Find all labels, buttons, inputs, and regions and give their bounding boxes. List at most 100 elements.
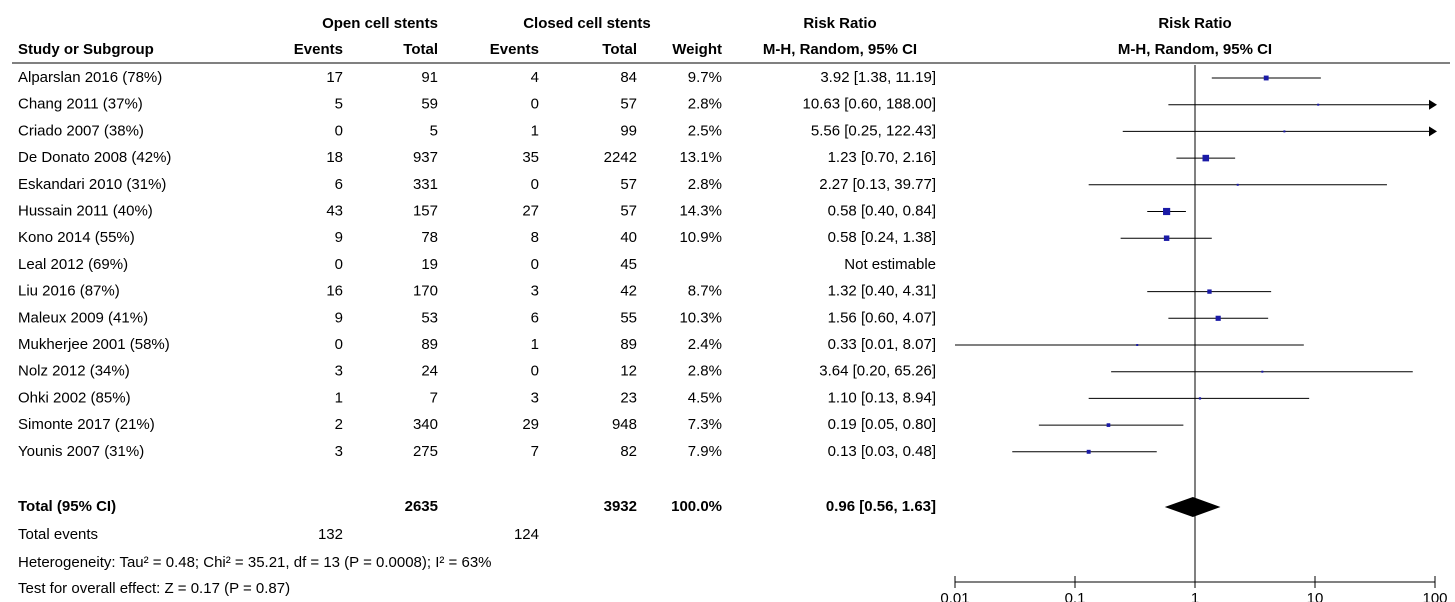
- cell: 84: [620, 69, 637, 86]
- column-header: Total: [602, 41, 637, 58]
- cell: 340: [413, 416, 438, 433]
- effect-marker: [1086, 449, 1091, 454]
- cell: 2.8%: [688, 176, 722, 193]
- x-tick-label: 1: [1191, 590, 1199, 602]
- cell: 42: [620, 283, 637, 300]
- x-tick-label: 0.1: [1065, 590, 1086, 602]
- x-tick-label: 100: [1422, 590, 1447, 602]
- group-header: Closed cell stents: [523, 15, 651, 32]
- summary-diamond: [1164, 497, 1221, 517]
- cell: 1: [531, 336, 539, 353]
- cell: 0: [335, 122, 343, 139]
- cell: 13.1%: [679, 149, 722, 166]
- cell: 0.33 [0.01, 8.07]: [828, 336, 936, 353]
- cell: 1.23 [0.70, 2.16]: [828, 149, 936, 166]
- cell: 3.64 [0.20, 65.26]: [819, 363, 936, 380]
- cell: 0: [531, 96, 539, 113]
- effect-marker: [1163, 207, 1171, 216]
- cell: 2.8%: [688, 363, 722, 380]
- effect-marker: [1283, 130, 1286, 133]
- cell: 100.0%: [671, 498, 722, 515]
- study-name: Eskandari 2010 (31%): [18, 176, 166, 193]
- effect-marker: [1261, 370, 1264, 373]
- cell: 3: [531, 389, 539, 406]
- study-name: Leal 2012 (69%): [18, 256, 128, 273]
- cell: 9.7%: [688, 69, 722, 86]
- cell: 10.63 [0.60, 188.00]: [803, 96, 936, 113]
- study-name: Liu 2016 (87%): [18, 283, 120, 300]
- cell: 89: [620, 336, 637, 353]
- study-name: Ohki 2002 (85%): [18, 389, 131, 406]
- study-name: Nolz 2012 (34%): [18, 363, 130, 380]
- cell: 124: [514, 526, 539, 543]
- cell: 0: [531, 176, 539, 193]
- cell: 2.5%: [688, 122, 722, 139]
- cell: 43: [326, 202, 343, 219]
- cell: 82: [620, 443, 637, 460]
- effect-marker: [1263, 75, 1269, 81]
- overall-effect: Test for overall effect: Z = 0.17 (P = 0…: [18, 580, 290, 597]
- cell: 99: [620, 122, 637, 139]
- effect-marker: [1163, 235, 1170, 241]
- cell: 8: [531, 229, 539, 246]
- effect-marker: [1106, 423, 1111, 427]
- cell: 14.3%: [679, 202, 722, 219]
- cell: 1: [531, 122, 539, 139]
- cell: 24: [421, 363, 438, 380]
- cell: 7.3%: [688, 416, 722, 433]
- heterogeneity: Heterogeneity: Tau² = 0.48; Chi² = 35.21…: [18, 554, 492, 571]
- effect-header: Risk Ratio: [803, 15, 876, 32]
- cell: 2635: [405, 498, 438, 515]
- cell: 2.8%: [688, 96, 722, 113]
- cell: 17: [326, 69, 343, 86]
- cell: 53: [421, 309, 438, 326]
- effect-marker: [1317, 103, 1320, 106]
- cell: 57: [620, 202, 637, 219]
- cell: 29: [522, 416, 539, 433]
- cell: 4: [531, 69, 539, 86]
- study-name: Mukherjee 2001 (58%): [18, 336, 170, 353]
- plot-subtitle: M-H, Random, 95% CI: [1118, 41, 1272, 58]
- cell: 2242: [604, 149, 637, 166]
- effect-marker: [1136, 344, 1139, 346]
- plot-title: Risk Ratio: [1158, 15, 1231, 32]
- cell: 0.58 [0.24, 1.38]: [828, 229, 936, 246]
- effect-marker: [1198, 397, 1202, 400]
- study-name: Alparslan 2016 (78%): [18, 69, 162, 86]
- cell: 1.10 [0.13, 8.94]: [828, 389, 936, 406]
- study-name: Criado 2007 (38%): [18, 122, 144, 139]
- cell: 275: [413, 443, 438, 460]
- cell: 0.96 [0.56, 1.63]: [826, 498, 936, 515]
- study-name: Maleux 2009 (41%): [18, 309, 148, 326]
- column-header: Total: [403, 41, 438, 58]
- x-tick-label: 10: [1307, 590, 1324, 602]
- cell: 6: [335, 176, 343, 193]
- cell: 5: [335, 96, 343, 113]
- cell: 9: [335, 229, 343, 246]
- ci-arrow: [1429, 99, 1437, 110]
- cell: 91: [421, 69, 438, 86]
- cell: 57: [620, 176, 637, 193]
- cell: 7.9%: [688, 443, 722, 460]
- cell: 18: [326, 149, 343, 166]
- cell: 35: [522, 149, 539, 166]
- cell: 12: [620, 363, 637, 380]
- column-header: M-H, Random, 95% CI: [763, 41, 917, 58]
- cell: 2.27 [0.13, 39.77]: [819, 176, 936, 193]
- cell: 8.7%: [688, 283, 722, 300]
- effect-marker: [1202, 154, 1210, 162]
- cell: 5.56 [0.25, 122.43]: [811, 122, 936, 139]
- cell: 132: [318, 526, 343, 543]
- cell: 3: [531, 283, 539, 300]
- group-header: Open cell stents: [322, 15, 438, 32]
- cell: 9: [335, 309, 343, 326]
- cell: 2: [335, 416, 343, 433]
- cell: 157: [413, 202, 438, 219]
- cell: 0: [335, 256, 343, 273]
- cell: Not estimable: [844, 256, 936, 273]
- cell: 5: [430, 122, 438, 139]
- cell: 1.32 [0.40, 4.31]: [828, 283, 936, 300]
- cell: 0.19 [0.05, 0.80]: [828, 416, 936, 433]
- cell: 45: [620, 256, 637, 273]
- cell: 19: [421, 256, 438, 273]
